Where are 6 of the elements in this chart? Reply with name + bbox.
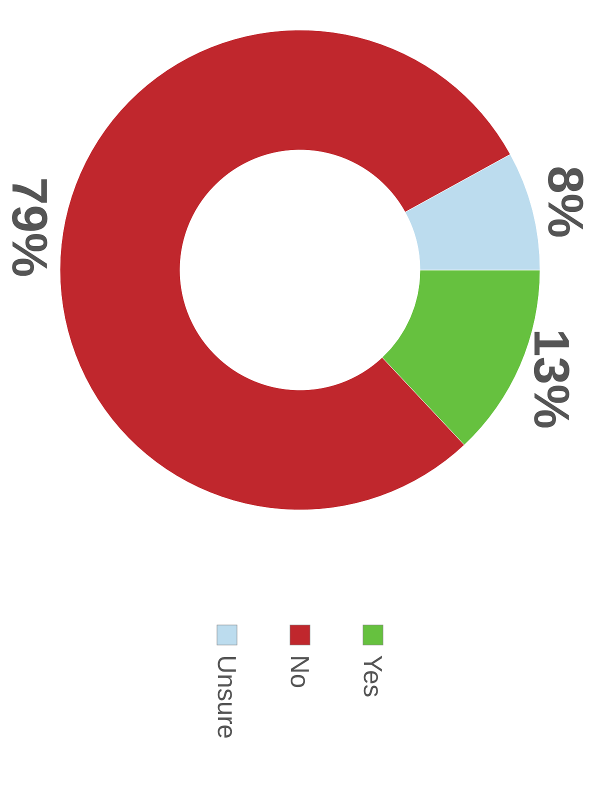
- data-label: 8%: [537, 166, 594, 238]
- legend-label: Unsure: [212, 655, 242, 739]
- legend-label: Yes: [358, 655, 388, 698]
- data-label: 79%: [1, 177, 58, 278]
- data-label: 13%: [523, 328, 580, 429]
- legend-label: No: [285, 655, 315, 688]
